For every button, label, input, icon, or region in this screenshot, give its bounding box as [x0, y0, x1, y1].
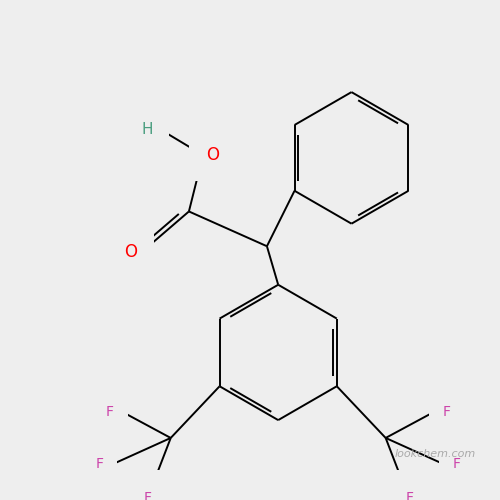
Text: F: F	[443, 404, 451, 418]
Text: lookchem.com: lookchem.com	[394, 448, 475, 458]
Text: O: O	[124, 243, 137, 261]
Text: O: O	[206, 146, 219, 164]
Text: H: H	[142, 122, 154, 137]
Text: F: F	[106, 404, 114, 418]
Text: F: F	[405, 491, 413, 500]
Text: F: F	[453, 458, 461, 471]
Text: F: F	[96, 458, 104, 471]
Text: F: F	[143, 491, 151, 500]
